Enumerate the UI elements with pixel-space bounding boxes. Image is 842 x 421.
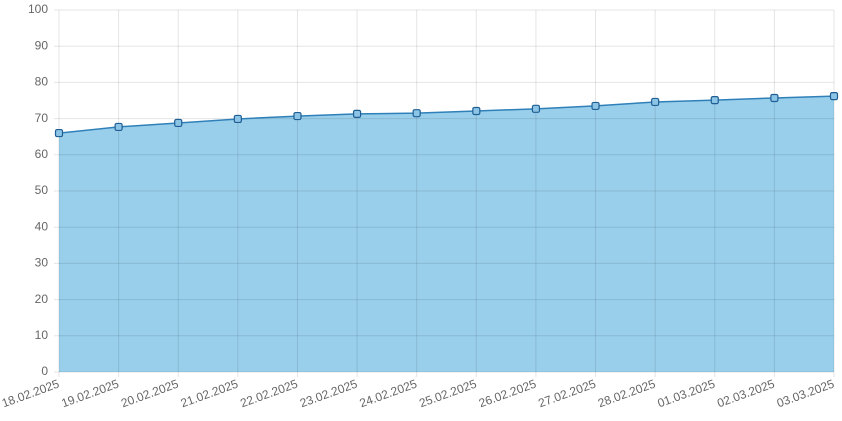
y-tick-label: 80: [35, 75, 49, 89]
x-tick-label: 26.02.2025: [477, 377, 539, 411]
x-tick-label: 21.02.2025: [179, 377, 241, 411]
x-tick-label: 19.02.2025: [59, 377, 121, 411]
point: [233, 114, 242, 124]
point: [174, 118, 183, 128]
point: [352, 109, 362, 118]
point: [829, 92, 839, 101]
x-tick-label: 24.02.2025: [358, 377, 420, 411]
point: [770, 93, 779, 103]
line: [58, 95, 835, 134]
x-tick-label: 02.03.2025: [715, 377, 777, 411]
y-tick-label: 40: [35, 219, 49, 233]
y-tick-label: 60: [35, 147, 49, 161]
point: [114, 122, 123, 132]
point: [412, 109, 421, 118]
x-tick-label: 01.03.2025: [656, 377, 718, 411]
point: [293, 111, 302, 121]
point: [531, 104, 541, 113]
area: [59, 96, 834, 372]
point: [651, 97, 660, 107]
point: [472, 106, 481, 116]
point: [591, 101, 600, 111]
point: [54, 128, 64, 138]
x-tick-label: 28.02.2025: [596, 377, 658, 411]
x-tick-label: 20.02.2025: [119, 377, 181, 411]
y-tick-label: 0: [41, 364, 48, 378]
x-tick-label: 23.02.2025: [298, 377, 360, 411]
y-tick-label: 100: [28, 2, 48, 16]
x-tick-label: 22.02.2025: [238, 377, 300, 411]
y-tick-label: 20: [35, 292, 49, 306]
x-tick-label: 25.02.2025: [417, 377, 479, 411]
y-tick-label: 70: [35, 111, 49, 125]
point: [710, 96, 719, 105]
y-tick-label: 30: [35, 256, 49, 270]
x-tick-label: 18.02.2025: [0, 377, 61, 411]
y-tick-label: 10: [35, 328, 49, 342]
x-tick-label: 03.03.2025: [775, 377, 837, 411]
y-tick-label: 90: [35, 38, 49, 52]
y-tick-label: 50: [35, 183, 49, 197]
x-tick-label: 27.02.2025: [536, 377, 598, 411]
